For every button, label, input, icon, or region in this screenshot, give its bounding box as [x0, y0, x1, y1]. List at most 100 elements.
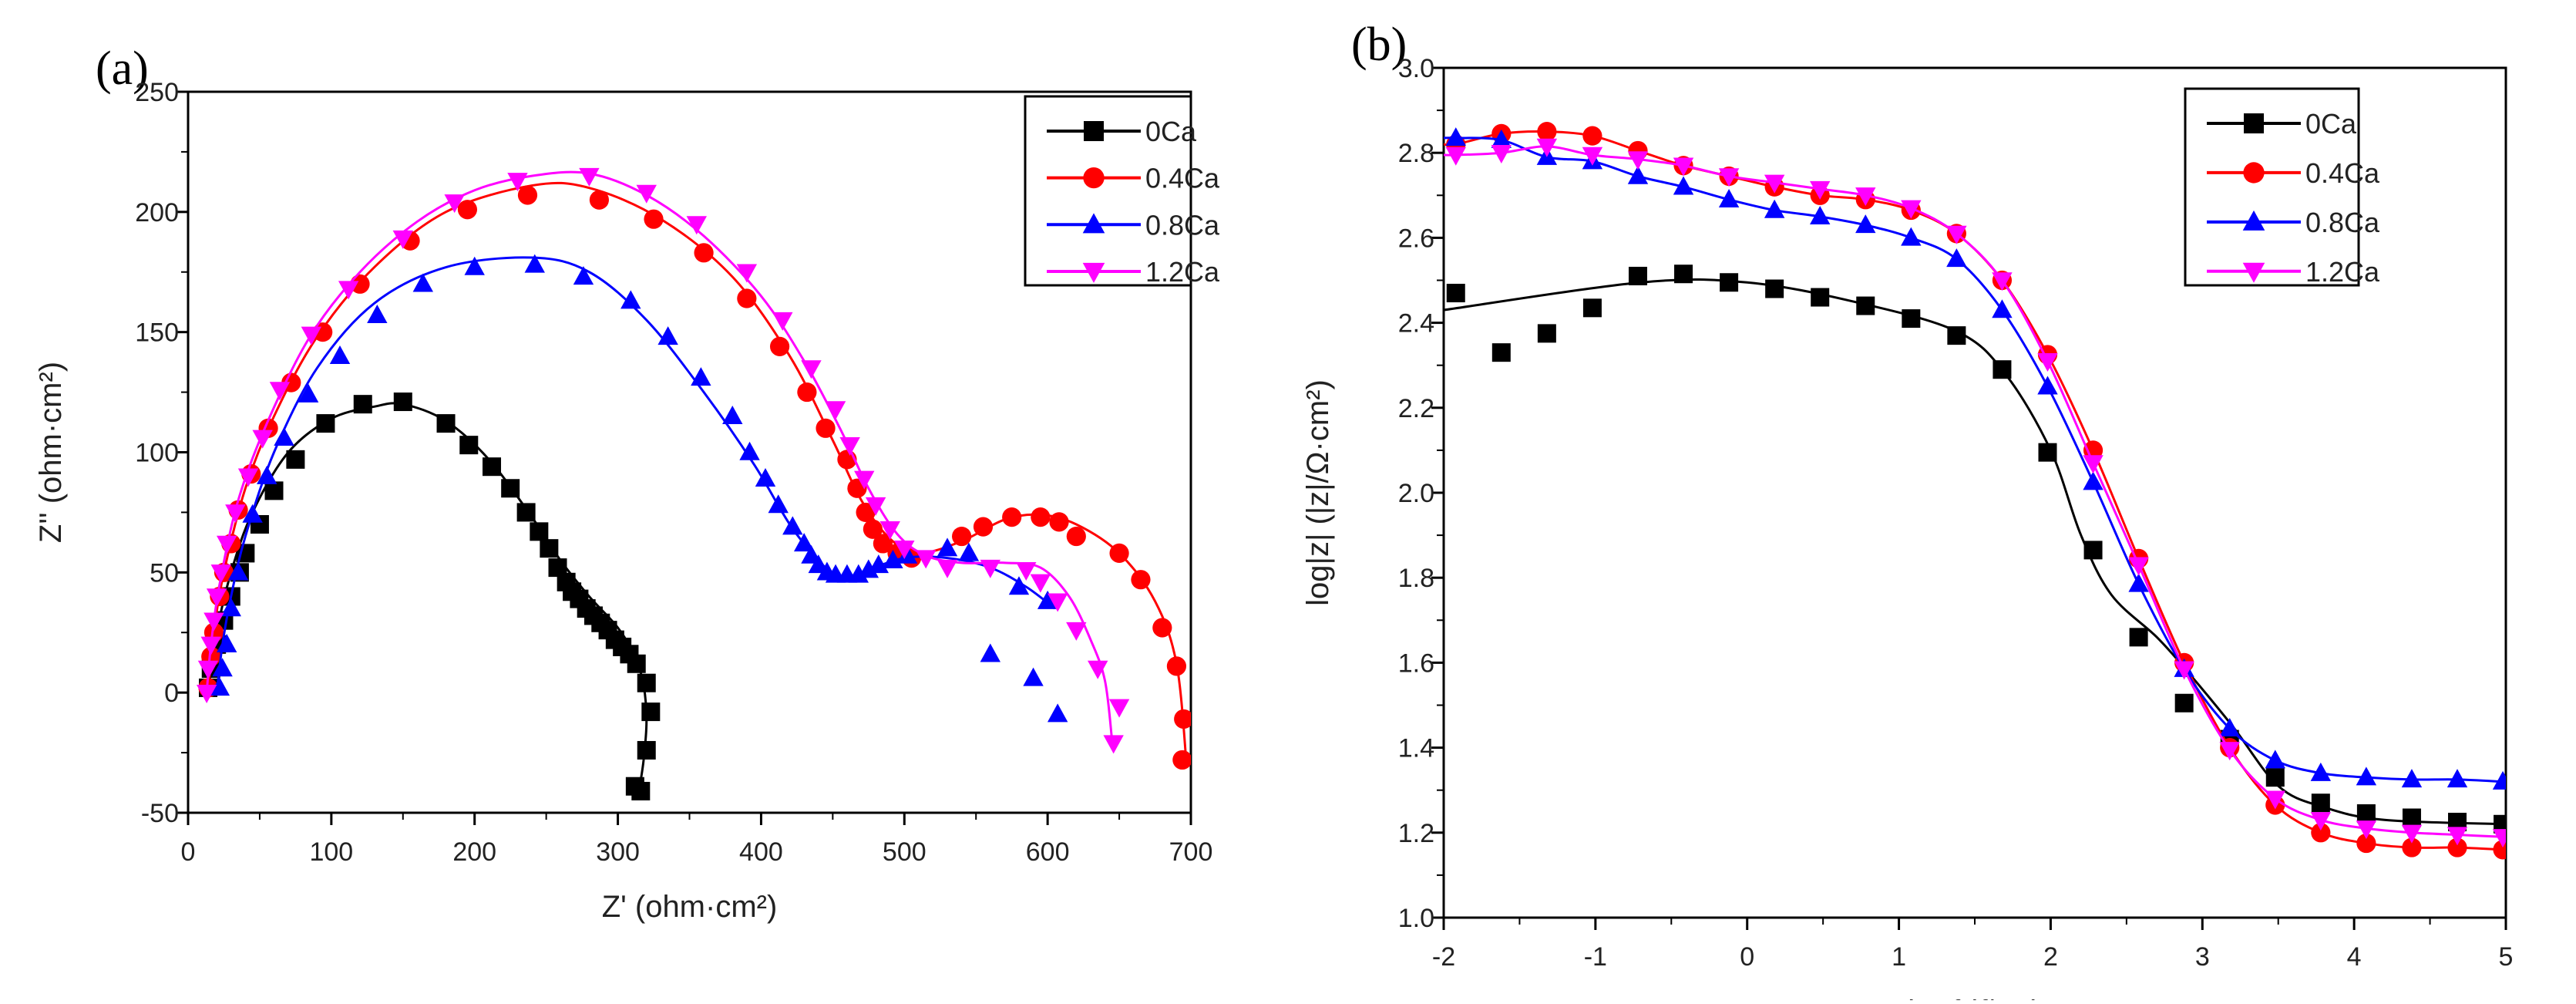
- legend-marker-0.4Ca: [2243, 162, 2265, 184]
- data-point-1.2Ca: [1066, 622, 1087, 641]
- data-point-0.4Ca: [1109, 543, 1129, 564]
- data-point-0.4Ca: [863, 519, 883, 539]
- data-point-0.4Ca: [952, 526, 972, 547]
- legend-label-0.4Ca: 0.4Ca: [1145, 163, 1220, 194]
- data-point-1.2Ca: [1582, 147, 1603, 166]
- data-point-1.2Ca: [444, 194, 465, 214]
- data-point-0Ca: [540, 539, 559, 558]
- series-0.8Ca: [1444, 127, 2506, 790]
- data-point-1.2Ca: [200, 636, 221, 655]
- data-point-0.4Ca: [1131, 570, 1151, 590]
- data-point-0Ca: [641, 702, 661, 722]
- data-point-0.4Ca: [589, 190, 610, 210]
- data-point-0.8Ca: [2356, 766, 2377, 786]
- data-point-0Ca: [2402, 808, 2421, 827]
- data-point-0.4Ca: [1174, 709, 1191, 729]
- data-point-1.2Ca: [2037, 352, 2058, 372]
- data-point-0.8Ca: [257, 465, 277, 484]
- data-point-0.4Ca: [2402, 837, 2422, 857]
- legend-marker-0Ca: [1084, 121, 1104, 141]
- x-axis-title: logf (f/Hz): [1908, 995, 2041, 1000]
- legend-marker-0.8Ca: [2242, 210, 2265, 231]
- data-point-1.2Ca: [1992, 272, 2013, 291]
- x-tick-label: 4: [2347, 942, 2362, 972]
- data-point-1.2Ca: [2083, 455, 2104, 474]
- data-point-1.2Ca: [1673, 157, 1694, 177]
- data-point-0Ca: [1674, 264, 1693, 284]
- series-0Ca: [1444, 264, 2506, 834]
- data-point-0.4Ca: [1152, 618, 1172, 638]
- x-tick-label: 0: [1740, 942, 1754, 972]
- data-point-0Ca: [1947, 326, 1966, 345]
- series-1.2Ca: [196, 167, 1130, 754]
- fit-line-1.2Ca: [205, 170, 1114, 741]
- data-point-1.2Ca: [507, 173, 528, 192]
- legend-box: [1024, 95, 1192, 287]
- data-point-0Ca: [627, 654, 646, 673]
- data-point-1.2Ca: [579, 167, 600, 187]
- y-tick-label: 50: [150, 558, 179, 588]
- data-point-0.4Ca: [769, 336, 790, 356]
- data-point-1.2Ca: [2401, 824, 2423, 844]
- series-0Ca: [199, 393, 661, 800]
- data-point-0.8Ca: [793, 533, 815, 552]
- y-tick-label: 0: [164, 679, 179, 708]
- data-point-0Ca: [1811, 288, 1830, 307]
- data-point-1.2Ca: [237, 468, 259, 487]
- legend-label-0.4Ca: 0.4Ca: [2305, 157, 2380, 189]
- data-point-1.2Ca: [1047, 593, 1068, 612]
- data-point-0Ca: [459, 436, 479, 455]
- fit-line-0.8Ca: [215, 256, 1056, 693]
- data-point-0.8Ca: [896, 544, 918, 564]
- data-point-0Ca: [2038, 443, 2057, 462]
- data-point-0.4Ca: [2447, 837, 2467, 857]
- data-point-1.2Ca: [392, 230, 413, 249]
- data-point-0.8Ca: [464, 256, 485, 275]
- data-point-0.8Ca: [1627, 165, 1649, 184]
- x-tick-label: 3: [2195, 942, 2210, 972]
- data-point-1.2Ca: [736, 264, 758, 283]
- legend-marker-0.4Ca: [1083, 167, 1105, 189]
- data-point-0Ca: [2494, 814, 2506, 834]
- data-point-0.8Ca: [958, 542, 980, 561]
- data-point-0.4Ca: [1002, 507, 1022, 527]
- x-tick-label: 1: [1892, 942, 1906, 972]
- y-tick-label: 100: [135, 439, 179, 468]
- data-point-0.4Ca: [816, 418, 836, 438]
- x-tick-label: 100: [309, 837, 353, 867]
- data-point-0Ca: [264, 481, 284, 500]
- data-point-0.8Ca: [1764, 199, 1785, 218]
- data-point-0.8Ca: [1946, 248, 1967, 268]
- data-point-1.2Ca: [1536, 138, 1558, 157]
- y-tick-label: 3.0: [1398, 54, 1434, 83]
- data-point-0.8Ca: [2083, 471, 2104, 490]
- data-point-0.8Ca: [883, 549, 903, 568]
- x-axis-title: Z' (ohm·cm²): [602, 890, 778, 924]
- data-point-1.2Ca: [2265, 790, 2285, 810]
- panel-label: (b): [1351, 19, 1407, 71]
- data-point-0Ca: [530, 522, 549, 541]
- data-point-1.2Ca: [1491, 145, 1512, 163]
- data-point-0.4Ca: [2356, 833, 2376, 854]
- data-point-0Ca: [1582, 298, 1602, 318]
- data-point-0.4Ca: [517, 185, 538, 205]
- data-point-1.2Ca: [1445, 147, 1466, 166]
- data-point-1.2Ca: [1103, 735, 1124, 754]
- x-axis-title-part: (: [1958, 995, 1977, 1000]
- data-point-1.2Ca: [2310, 812, 2332, 831]
- data-point-0.8Ca: [242, 504, 263, 523]
- plot-area: [1444, 122, 2506, 860]
- data-point-0Ca: [1446, 284, 1465, 303]
- data-point-1.2Ca: [839, 436, 860, 456]
- fit-line-0Ca: [1444, 278, 2506, 826]
- y-tick-label: 1.6: [1398, 649, 1434, 678]
- y-tick-label: 2.6: [1398, 224, 1434, 253]
- x-tick-label: -1: [1584, 942, 1607, 972]
- legend-marker-1.2Ca: [2242, 262, 2265, 283]
- legend-label-1.2Ca: 1.2Ca: [2305, 256, 2380, 288]
- data-point-1.2Ca: [865, 497, 886, 516]
- data-point-0.8Ca: [1992, 299, 2013, 318]
- data-point-1.2Ca: [2356, 820, 2377, 840]
- data-point-0.8Ca: [2401, 769, 2423, 788]
